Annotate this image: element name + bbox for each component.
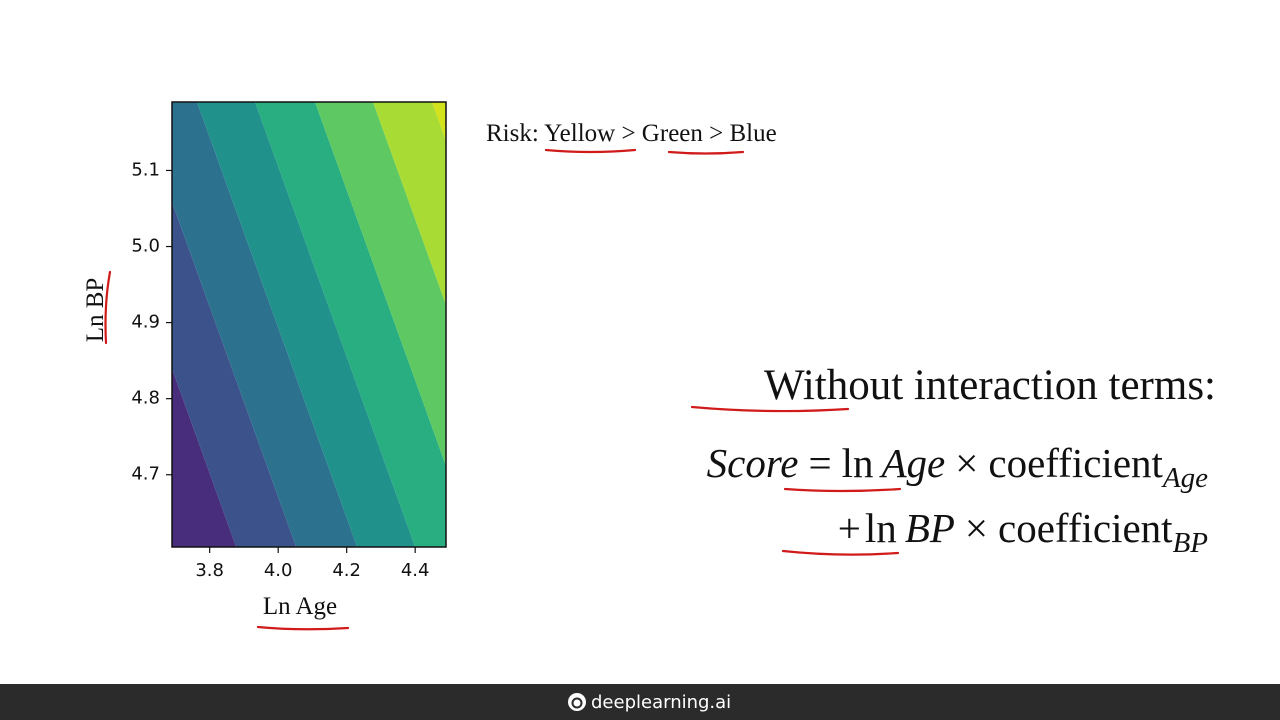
underline — [781, 549, 900, 556]
y-tick-label: 4.8 — [131, 388, 160, 409]
footer-brand: deeplearning.ai — [591, 692, 731, 713]
contour-band — [315, 102, 446, 466]
formula-token: BP — [905, 505, 955, 551]
formula-token: = — [808, 440, 831, 486]
logo — [568, 693, 586, 711]
formula-token: coefficient — [998, 505, 1173, 551]
formula-token: + — [838, 505, 861, 551]
formula-token: BP — [1173, 527, 1208, 559]
x-tick-label: 4.2 — [332, 560, 361, 581]
formula-token: ln — [842, 440, 874, 486]
underline — [544, 148, 637, 154]
x-tick-label: 4.4 — [401, 560, 430, 581]
formula-token: ln — [865, 505, 897, 551]
formula-line: Score = ln Age × coefficientAge — [707, 440, 1208, 494]
formula-token: Age — [1161, 462, 1208, 494]
formula-token: × — [965, 505, 988, 551]
contour-band — [255, 102, 446, 547]
contour-band — [172, 102, 358, 547]
axes: 3.8 4.0 4.2 4.4 4.7 4.8 4.9 5.0 5.1 — [131, 159, 429, 581]
footer-bar — [0, 684, 1280, 720]
formula-token: Score — [707, 440, 799, 486]
x-tick-label: 4.0 — [264, 560, 293, 581]
y-tick-label: 4.7 — [131, 464, 160, 485]
underline — [690, 405, 850, 413]
formula-line: +ln BP × coefficientBP — [838, 505, 1208, 559]
y-tick-label: 5.0 — [131, 236, 160, 257]
x-tick-label: 3.8 — [195, 560, 224, 581]
x-axis-label: Ln Age — [263, 593, 337, 620]
y-tick-label: 4.9 — [131, 312, 160, 333]
formula-token: coefficient — [988, 440, 1163, 486]
underline — [783, 487, 902, 493]
heading: Without interaction terms: — [764, 362, 1216, 409]
underline — [667, 150, 745, 155]
underline — [256, 625, 350, 631]
underline — [104, 270, 112, 345]
contour-band — [197, 102, 416, 547]
contour-band — [432, 102, 446, 141]
contour-plot — [172, 102, 446, 547]
y-tick-label: 5.1 — [131, 159, 160, 180]
annotation: Risk: Yellow > Green > Blue — [486, 120, 777, 147]
formula-token: × — [955, 440, 978, 486]
formula-token: Age — [879, 440, 946, 486]
logo — [571, 697, 583, 709]
annotations — [104, 148, 902, 631]
plot-frame — [171, 101, 447, 548]
contour-band — [373, 102, 446, 305]
